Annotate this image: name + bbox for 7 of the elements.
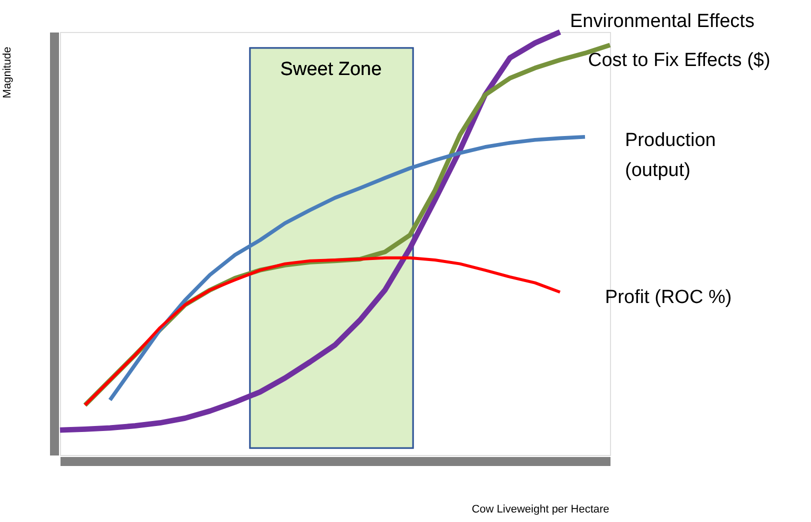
y-axis-title: Magnitude xyxy=(2,46,14,98)
series-label: Environmental Effects xyxy=(570,11,754,32)
x-axis-title: Cow Liveweight per Hectare xyxy=(472,504,610,516)
annotation: Sweet Zone xyxy=(280,59,382,80)
text: Profit (ROC %) xyxy=(605,287,732,308)
text: Production (output) xyxy=(625,130,716,181)
series-label: Cost to Fix Effects ($) xyxy=(588,50,770,72)
